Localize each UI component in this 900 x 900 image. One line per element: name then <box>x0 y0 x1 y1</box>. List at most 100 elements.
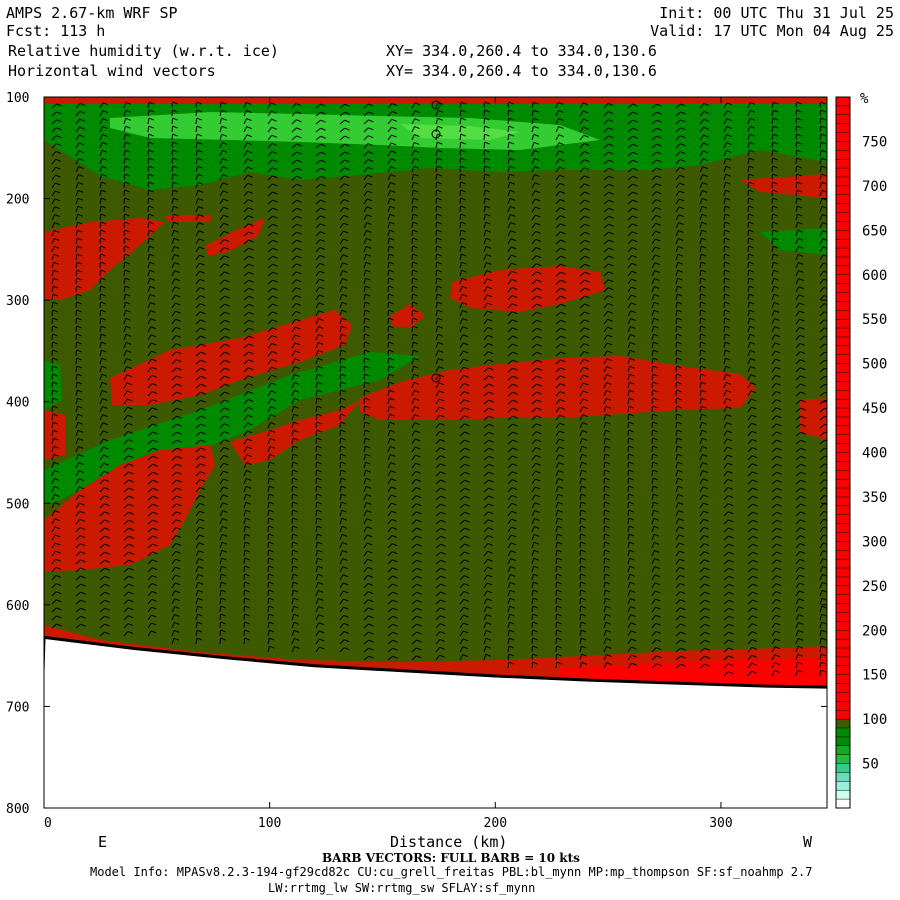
wind-barb <box>99 599 105 605</box>
wind-barb <box>123 110 127 117</box>
wind-barb-feather <box>724 293 730 297</box>
wind-barb-feather <box>820 133 827 137</box>
wind-barb <box>195 150 198 157</box>
wind-barb-feather <box>824 407 827 410</box>
wind-barb <box>51 238 55 245</box>
wind-barb-feather <box>224 303 230 307</box>
wind-barb <box>531 526 535 533</box>
wind-barb-feather <box>223 439 230 442</box>
wind-barb <box>315 526 318 533</box>
wind-barb <box>723 527 729 533</box>
wind-barb-feather <box>440 583 446 587</box>
wind-barb <box>99 543 105 549</box>
wind-barb-feather <box>151 622 157 626</box>
wind-barb-feather <box>604 541 610 545</box>
wind-barb <box>411 261 414 269</box>
wind-barb-feather <box>581 637 587 641</box>
wind-barb-feather <box>652 365 659 369</box>
wind-barb <box>459 238 462 245</box>
wind-barb-feather <box>248 343 254 347</box>
wind-barb <box>723 454 728 461</box>
wind-barb-feather <box>320 167 326 171</box>
wind-barb <box>219 263 225 269</box>
wind-barb-feather <box>462 342 469 346</box>
wind-barb <box>771 374 777 381</box>
wind-barb <box>339 421 342 429</box>
wind-barb <box>411 198 414 205</box>
wind-barb <box>747 495 753 501</box>
wind-barb <box>627 542 630 549</box>
wind-barb-feather <box>484 173 491 177</box>
wind-barb <box>99 261 102 269</box>
wind-barb <box>411 623 417 629</box>
wind-barb-feather <box>654 566 660 570</box>
wind-barb <box>459 318 464 325</box>
wind-barb <box>243 542 246 549</box>
wind-barb-feather <box>104 631 110 635</box>
wind-barb-feather <box>772 149 778 153</box>
wind-barb <box>123 318 127 325</box>
wind-barb-feather <box>632 191 638 195</box>
wind-barb-feather <box>676 333 682 337</box>
wind-barb-feather <box>557 525 563 529</box>
wind-barb <box>291 231 297 237</box>
wind-barb-feather <box>344 175 350 179</box>
wind-barb <box>411 277 414 285</box>
wind-barb <box>435 398 440 405</box>
wind-barb <box>75 325 78 333</box>
wind-barb <box>435 197 438 205</box>
wind-barb-feather <box>77 405 83 409</box>
wind-barb <box>243 279 249 285</box>
wind-barb-feather <box>752 591 758 595</box>
wind-barb-feather <box>54 206 61 210</box>
wind-barb-feather <box>127 430 134 434</box>
wind-barb-feather <box>631 262 637 266</box>
wind-barb-feather <box>364 381 370 385</box>
wind-barb-feather <box>532 589 539 593</box>
wind-barb-feather <box>485 245 492 249</box>
wind-barb <box>747 463 753 469</box>
wind-barb <box>603 159 609 165</box>
xy-line-1: XY= 334.0,260.4 to 334.0,130.6 <box>386 42 657 60</box>
wind-barb-feather <box>151 382 158 386</box>
wind-barb-feather <box>124 149 131 153</box>
wind-barb <box>627 255 633 261</box>
wind-barb-feather <box>654 278 660 282</box>
wind-barb <box>195 254 200 261</box>
wind-barb-feather <box>78 150 85 154</box>
wind-barb-feather <box>244 581 250 585</box>
wind-barb <box>219 566 222 573</box>
wind-barb <box>363 430 366 437</box>
wind-barb <box>219 335 226 341</box>
wind-barb-feather <box>150 302 156 305</box>
wind-barb-feather <box>391 126 397 130</box>
wind-barb-feather <box>534 157 540 161</box>
wind-barb-feather <box>176 463 182 467</box>
wind-barb-feather <box>654 550 660 553</box>
wind-barb <box>483 614 487 621</box>
wind-barb <box>315 294 320 301</box>
wind-barb <box>51 262 55 269</box>
wind-barb <box>195 471 201 477</box>
wind-barb-feather <box>222 494 229 498</box>
wind-barb-feather <box>532 597 539 601</box>
wind-barb-feather <box>556 589 562 593</box>
wind-barb <box>555 215 561 221</box>
wind-barb <box>339 502 342 509</box>
wind-barb <box>387 261 390 269</box>
wind-barb <box>795 511 801 517</box>
wind-barb <box>531 590 534 597</box>
wind-barb <box>627 334 631 341</box>
wind-barb-feather <box>533 573 539 577</box>
wind-barb <box>219 158 223 165</box>
wind-barb <box>747 447 753 453</box>
wind-barb-feather <box>367 591 374 595</box>
wind-barb-feather <box>558 142 565 146</box>
wind-barb <box>603 295 609 301</box>
wind-barb-feather <box>268 589 274 593</box>
wind-barb-feather <box>560 343 566 347</box>
wind-barb-feather <box>55 534 61 538</box>
wind-barb <box>651 254 656 261</box>
mid-dry-band <box>44 352 420 505</box>
wind-barb <box>675 526 680 533</box>
